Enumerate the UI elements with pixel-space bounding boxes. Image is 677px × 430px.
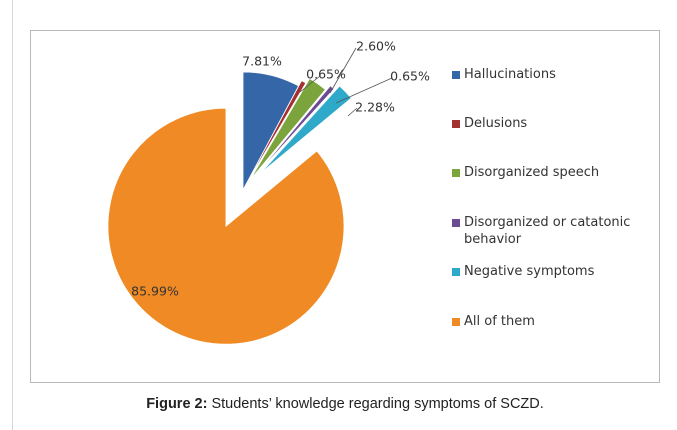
legend-label: Negative symptoms [464, 264, 595, 279]
data-label: 2.28% [355, 100, 395, 115]
leader-line [299, 75, 321, 93]
data-label: 0.65% [390, 69, 430, 84]
caption-text: Students’ knowledge regarding symptoms o… [211, 396, 544, 412]
legend-label: Hallucinations [464, 67, 556, 82]
pie-slice [107, 107, 345, 345]
legend-swatch [452, 169, 460, 177]
leader-line [329, 47, 357, 94]
data-label: 0.65% [306, 67, 346, 82]
legend-label: Disorganized or catatonic behavior [464, 215, 631, 247]
legend-label: Disorganized speech [464, 165, 600, 180]
data-label: 2.60% [356, 39, 396, 54]
leader-line [335, 77, 393, 104]
data-label: 85.99% [131, 284, 179, 299]
legend-swatch [452, 120, 460, 128]
caption: Figure 2: Students’ knowledge regarding … [30, 396, 660, 412]
legend-swatch [452, 318, 460, 326]
legend-swatch [452, 219, 460, 227]
caption-label: Figure 2: [146, 396, 208, 412]
leader-line [347, 107, 358, 117]
data-label: 7.81% [242, 54, 282, 69]
pie-slice [245, 80, 307, 185]
legend-swatch [452, 71, 460, 79]
pie-slice [260, 85, 352, 174]
legend-swatch [452, 268, 460, 276]
legend-label: All of them [464, 314, 535, 329]
frame [12, 0, 13, 430]
pie-slice [254, 85, 335, 177]
legend-label: Delusions [464, 116, 528, 131]
pie-slice [249, 77, 327, 181]
